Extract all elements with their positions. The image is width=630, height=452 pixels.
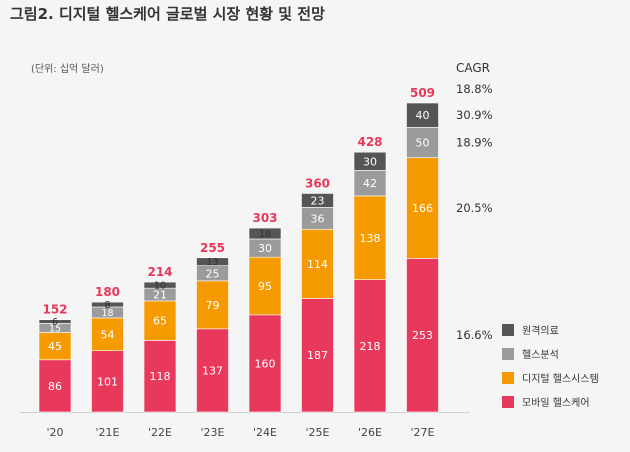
bar-segment	[143, 281, 177, 289]
data-label: 101	[97, 375, 118, 388]
cagr-title: CAGR	[456, 61, 490, 75]
total-label: 509	[410, 86, 435, 100]
data-label: 8	[104, 300, 110, 311]
total-label: 360	[305, 176, 330, 190]
legend-swatch	[502, 348, 514, 360]
cagr-value: 18.8%	[456, 82, 493, 96]
chart-title: 그림2. 디지털 헬스케어 글로벌 시장 현황 및 전망	[10, 5, 325, 23]
data-label: 218	[360, 340, 381, 353]
data-label: 137	[202, 364, 223, 377]
data-label: 25	[206, 267, 220, 280]
data-label: 40	[416, 109, 430, 122]
data-label: 253	[412, 329, 433, 342]
bar-segment	[196, 280, 229, 330]
data-label: 13	[206, 257, 218, 268]
legend-swatch	[502, 324, 514, 336]
bar-segment	[353, 151, 387, 171]
bar-segment	[301, 193, 334, 208]
data-label: 30	[363, 155, 377, 168]
bar-segment	[406, 126, 439, 158]
data-label: 30	[258, 242, 272, 255]
data-label: 45	[48, 340, 62, 353]
x-tick-label: '20	[46, 426, 63, 439]
data-label: 160	[255, 357, 276, 370]
data-label: 23	[311, 194, 325, 207]
bar-segment	[406, 157, 439, 259]
data-label: 15	[49, 323, 61, 334]
x-tick-label: '27E	[411, 426, 435, 439]
bar-segment	[353, 195, 387, 280]
data-label: 166	[412, 202, 433, 215]
bar-segment	[301, 298, 334, 413]
bar-segment	[248, 314, 282, 413]
cagr-value: 30.9%	[456, 108, 493, 122]
total-label: 214	[147, 265, 172, 279]
legend-swatch	[502, 372, 514, 384]
bar-segment	[196, 328, 229, 413]
x-tick-label: '23E	[201, 426, 225, 439]
data-label: 95	[258, 280, 272, 293]
x-tick-label: '21E	[96, 426, 120, 439]
bar-segment	[248, 227, 282, 240]
cagr-value: 18.9%	[456, 135, 493, 149]
data-label: 65	[153, 315, 167, 328]
bar-segment	[301, 228, 334, 299]
x-tick-label: '26E	[358, 426, 382, 439]
x-tick-label: '25E	[306, 426, 330, 439]
data-label: 118	[150, 370, 171, 383]
legend-label: 디지털 헬스시스템	[522, 373, 599, 385]
data-label: 54	[101, 328, 115, 341]
bar-segment	[353, 279, 387, 413]
cagr-value: 16.6%	[456, 328, 493, 342]
legend-swatch	[502, 396, 514, 408]
legend-label: 원격의료	[522, 324, 559, 337]
unit-note: (단위: 십억 달러)	[31, 64, 104, 75]
bar-segment	[406, 102, 439, 128]
total-label: 428	[357, 135, 382, 149]
data-label: 36	[311, 212, 325, 225]
data-label: 10	[154, 281, 166, 292]
bar-segment	[38, 319, 72, 324]
data-label: 138	[360, 232, 381, 245]
data-label: 42	[363, 177, 377, 190]
data-label: 86	[48, 380, 62, 393]
data-label: 18	[101, 308, 113, 319]
bar-segment	[196, 257, 229, 266]
cagr-value: 20.5%	[456, 201, 493, 215]
total-label: 180	[95, 285, 120, 299]
total-label: 152	[42, 303, 67, 317]
total-label: 255	[200, 241, 225, 255]
bar-segment	[406, 258, 439, 413]
data-label: 21	[153, 289, 167, 302]
bar-segment	[143, 340, 177, 413]
bar-segment	[91, 317, 124, 351]
legend-label: 모바일 헬스케어	[522, 397, 590, 409]
x-tick-label: '22E	[148, 426, 172, 439]
bar-segment	[143, 300, 177, 341]
data-label: 79	[206, 299, 220, 312]
bar-segment	[38, 359, 72, 413]
data-label: 187	[307, 349, 328, 362]
data-label: 50	[416, 136, 430, 149]
data-label: 6	[52, 317, 58, 328]
bar-segment	[91, 301, 124, 308]
legend-label: 헬스분석	[522, 349, 559, 361]
data-label: 18	[259, 229, 271, 240]
total-label: 303	[252, 211, 277, 225]
x-tick-label: '24E	[253, 426, 277, 439]
bar-segment	[91, 350, 124, 413]
bar-segment	[353, 170, 387, 197]
data-label: 114	[307, 258, 328, 271]
